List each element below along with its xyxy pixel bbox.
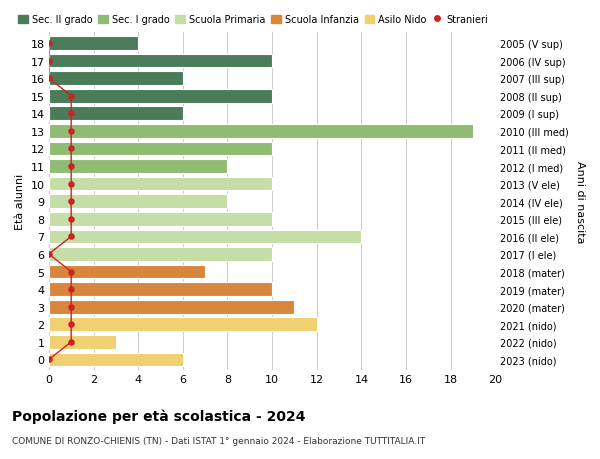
Point: [67, 286, 76, 293]
Bar: [49, 318, 317, 331]
Point: [67, 269, 76, 276]
Point: [44, 251, 53, 258]
Point: [44, 40, 53, 48]
Bar: [49, 230, 361, 244]
Point: [67, 146, 76, 153]
Bar: [49, 37, 138, 50]
Point: [67, 233, 76, 241]
Bar: [49, 107, 183, 121]
Point: [44, 58, 53, 65]
Bar: [49, 125, 473, 139]
Bar: [49, 160, 227, 174]
Bar: [49, 283, 272, 297]
Bar: [49, 142, 272, 156]
Bar: [49, 90, 272, 103]
Point: [67, 321, 76, 328]
Point: [44, 75, 53, 83]
Point: [67, 216, 76, 223]
Bar: [49, 247, 272, 261]
Text: COMUNE DI RONZO-CHIENIS (TN) - Dati ISTAT 1° gennaio 2024 - Elaborazione TUTTITA: COMUNE DI RONZO-CHIENIS (TN) - Dati ISTA…: [12, 436, 425, 445]
Point: [67, 128, 76, 135]
Bar: [49, 177, 272, 191]
Legend: Sec. II grado, Sec. I grado, Scuola Primaria, Scuola Infanzia, Asilo Nido, Stran: Sec. II grado, Sec. I grado, Scuola Prim…: [18, 15, 488, 25]
Point: [67, 93, 76, 100]
Point: [67, 180, 76, 188]
Bar: [49, 336, 116, 349]
Point: [67, 303, 76, 311]
Bar: [49, 72, 183, 86]
Bar: [49, 195, 227, 209]
Text: Popolazione per età scolastica - 2024: Popolazione per età scolastica - 2024: [12, 409, 305, 423]
Bar: [49, 300, 295, 314]
Y-axis label: Anni di nascita: Anni di nascita: [575, 161, 585, 243]
Point: [67, 110, 76, 118]
Bar: [49, 353, 183, 367]
Point: [67, 338, 76, 346]
Bar: [49, 265, 205, 279]
Y-axis label: Età alunni: Età alunni: [15, 174, 25, 230]
Point: [67, 163, 76, 170]
Point: [67, 198, 76, 206]
Point: [44, 356, 53, 364]
Bar: [49, 55, 272, 68]
Bar: [49, 213, 272, 226]
